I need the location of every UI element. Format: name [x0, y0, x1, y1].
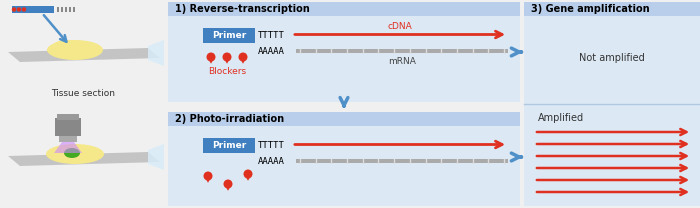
Polygon shape — [54, 142, 82, 153]
Text: 2) Photo-irradiation: 2) Photo-irradiation — [175, 114, 284, 124]
Text: Primer: Primer — [212, 31, 246, 40]
Text: AAAAA: AAAAA — [258, 47, 285, 56]
Polygon shape — [8, 48, 160, 62]
Ellipse shape — [46, 144, 104, 164]
Circle shape — [17, 7, 21, 12]
Circle shape — [22, 7, 26, 12]
Polygon shape — [208, 58, 214, 64]
Circle shape — [239, 52, 248, 62]
Bar — [524, 2, 700, 16]
Circle shape — [12, 7, 16, 12]
Circle shape — [223, 52, 232, 62]
Bar — [168, 2, 520, 16]
Ellipse shape — [64, 148, 80, 158]
Bar — [61, 7, 63, 12]
Bar — [12, 6, 54, 13]
Text: Tissue section: Tissue section — [51, 89, 115, 99]
Bar — [73, 7, 75, 12]
Text: cDNA: cDNA — [388, 22, 412, 31]
Bar — [524, 2, 700, 206]
Text: TTTTT: TTTTT — [258, 141, 285, 150]
Ellipse shape — [53, 145, 81, 157]
Polygon shape — [8, 152, 160, 166]
Text: Not amplified: Not amplified — [579, 53, 645, 63]
Polygon shape — [148, 144, 164, 170]
Polygon shape — [240, 58, 246, 64]
Circle shape — [244, 170, 253, 178]
Bar — [57, 7, 59, 12]
Polygon shape — [205, 177, 211, 183]
Text: 3) Gene amplification: 3) Gene amplification — [531, 4, 650, 14]
Bar — [296, 159, 508, 163]
Text: Blockers: Blockers — [208, 67, 246, 76]
Bar — [0, 0, 166, 208]
Polygon shape — [245, 175, 251, 181]
Polygon shape — [224, 58, 230, 64]
Circle shape — [204, 172, 213, 181]
Circle shape — [223, 180, 232, 188]
Bar — [57, 114, 79, 120]
Polygon shape — [148, 40, 164, 66]
Bar — [69, 7, 71, 12]
Bar — [168, 112, 520, 126]
Bar — [59, 136, 77, 142]
Text: TTTTT: TTTTT — [258, 31, 285, 40]
Bar — [296, 49, 508, 53]
Text: Primer: Primer — [212, 141, 246, 150]
Text: Amplified: Amplified — [538, 113, 584, 123]
Bar — [203, 28, 255, 43]
Circle shape — [206, 52, 216, 62]
Text: 1) Reverse-transcription: 1) Reverse-transcription — [175, 4, 309, 14]
Bar — [65, 7, 67, 12]
Bar — [168, 112, 520, 206]
Text: AAAAA: AAAAA — [258, 156, 285, 166]
Text: mRNA: mRNA — [388, 57, 416, 66]
Polygon shape — [225, 185, 231, 191]
Bar — [55, 118, 81, 136]
Ellipse shape — [52, 40, 82, 54]
Bar — [168, 2, 520, 102]
Bar — [203, 138, 255, 153]
Ellipse shape — [47, 40, 103, 60]
